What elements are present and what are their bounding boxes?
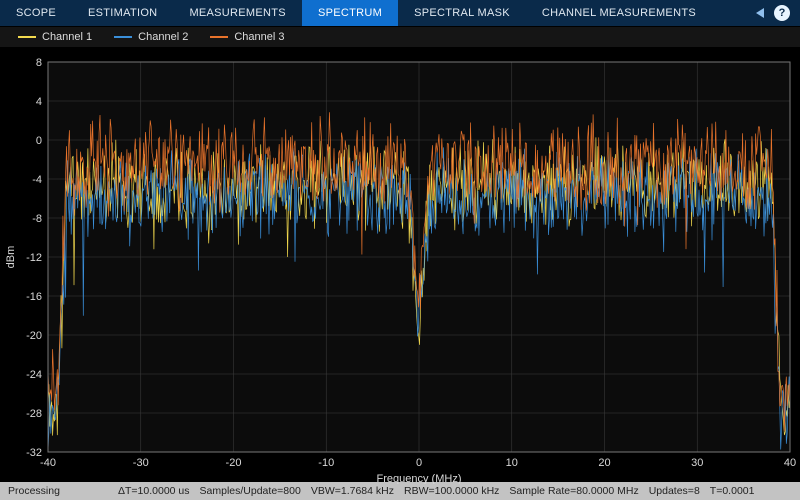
main-tabbar: SCOPE ESTIMATION MEASUREMENTS SPECTRUM S… (0, 0, 800, 27)
tab-scope[interactable]: SCOPE (0, 0, 72, 26)
svg-text:-24: -24 (26, 369, 42, 381)
spectrum-plot[interactable]: -40-30-20-10010203040-32-28-24-20-16-12-… (0, 48, 800, 482)
status-sample-rate: Sample Rate=80.0000 MHz (509, 485, 638, 497)
status-t: T=0.0001 (710, 485, 755, 497)
svg-text:-4: -4 (32, 174, 42, 186)
status-rbw: RBW=100.0000 kHz (404, 485, 499, 497)
legend-swatch-ch1 (18, 36, 36, 38)
legend: Channel 1 Channel 2 Channel 3 (0, 27, 800, 48)
status-deltaT: ΔT=10.0000 us (118, 485, 190, 497)
svg-text:dBm: dBm (5, 246, 17, 269)
tab-spectrum[interactable]: SPECTRUM (302, 0, 398, 26)
status-bar: Processing ΔT=10.0000 us Samples/Update=… (0, 482, 800, 500)
svg-text:Frequency (MHz): Frequency (MHz) (377, 473, 462, 484)
spectrum-plot-svg: -40-30-20-10010203040-32-28-24-20-16-12-… (0, 48, 800, 484)
help-icon: ? (774, 5, 790, 21)
status-samples-per-update: Samples/Update=800 (200, 485, 301, 497)
tab-estimation[interactable]: ESTIMATION (72, 0, 173, 26)
legend-item-ch1[interactable]: Channel 1 (18, 31, 92, 43)
svg-text:-12: -12 (26, 252, 42, 264)
svg-text:-40: -40 (40, 457, 56, 469)
svg-text:0: 0 (36, 135, 42, 147)
status-vbw: VBW=1.7684 kHz (311, 485, 394, 497)
legend-item-ch3[interactable]: Channel 3 (210, 31, 284, 43)
tab-spectral-mask[interactable]: SPECTRAL MASK (398, 0, 526, 26)
legend-label-ch1: Channel 1 (42, 31, 92, 43)
legend-item-ch2[interactable]: Channel 2 (114, 31, 188, 43)
help-button[interactable]: ? (750, 0, 800, 26)
svg-text:-20: -20 (26, 330, 42, 342)
svg-text:40: 40 (784, 457, 796, 469)
legend-label-ch3: Channel 3 (234, 31, 284, 43)
svg-text:-8: -8 (32, 213, 42, 225)
legend-label-ch2: Channel 2 (138, 31, 188, 43)
svg-text:30: 30 (691, 457, 703, 469)
svg-text:10: 10 (506, 457, 518, 469)
tab-measurements[interactable]: MEASUREMENTS (173, 0, 302, 26)
status-updates: Updates=8 (649, 485, 700, 497)
svg-text:8: 8 (36, 57, 42, 69)
svg-text:-10: -10 (318, 457, 334, 469)
legend-swatch-ch3 (210, 36, 228, 38)
svg-text:-16: -16 (26, 291, 42, 303)
svg-text:-32: -32 (26, 447, 42, 459)
svg-text:4: 4 (36, 96, 42, 108)
tab-channel-measurements[interactable]: CHANNEL MEASUREMENTS (526, 0, 712, 26)
svg-text:-28: -28 (26, 408, 42, 420)
status-mode: Processing (8, 485, 108, 497)
svg-text:-20: -20 (226, 457, 242, 469)
legend-swatch-ch2 (114, 36, 132, 38)
svg-text:-30: -30 (133, 457, 149, 469)
svg-text:20: 20 (598, 457, 610, 469)
tabbar-spacer (712, 0, 750, 26)
svg-text:0: 0 (416, 457, 422, 469)
